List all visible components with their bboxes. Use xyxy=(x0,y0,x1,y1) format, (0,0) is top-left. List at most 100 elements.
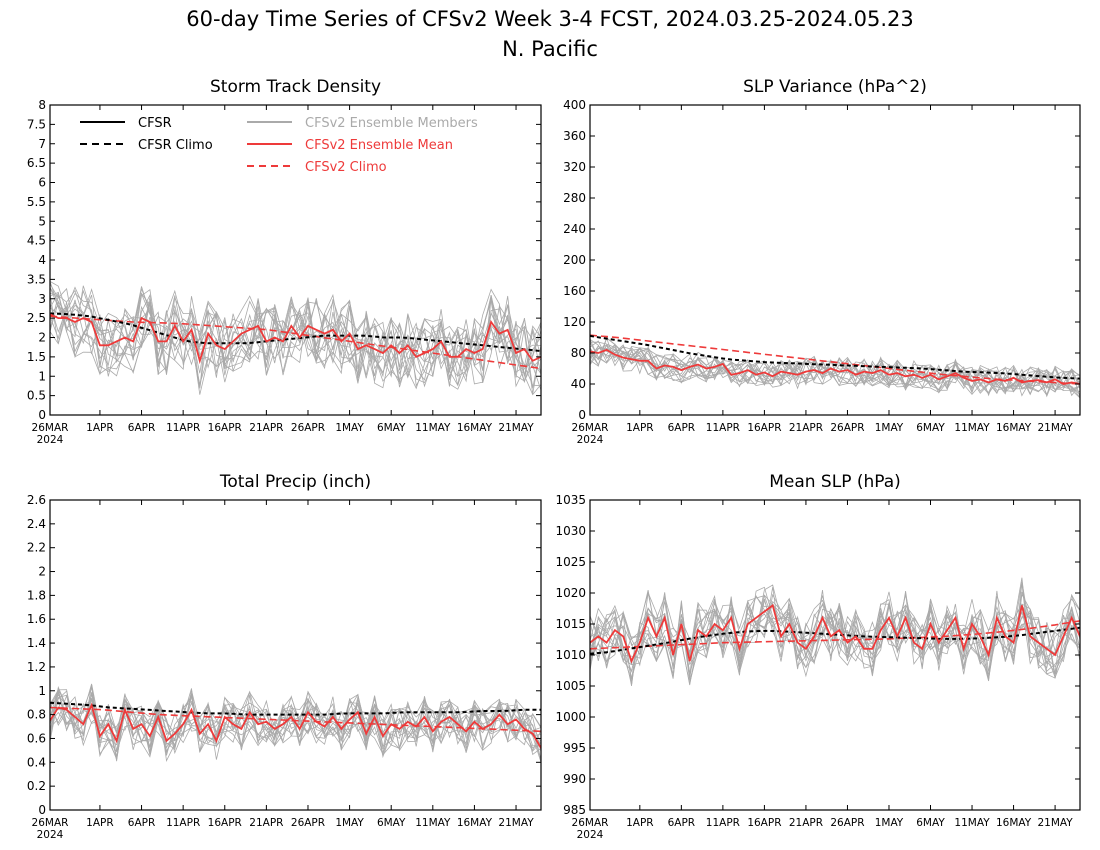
x-tick-label: 6APR xyxy=(128,422,156,434)
ensemble-member-line xyxy=(50,283,541,387)
chart-panel-4: Mean SLP (hPa) 985 990 995 1000 1005 1010 1015 1… xyxy=(555,472,1081,841)
ensemble-member-line xyxy=(50,281,541,390)
x-tick-label: 6APR xyxy=(668,817,696,829)
y-tick-label: 2.4 xyxy=(27,517,46,531)
cfsr-climo-line xyxy=(590,334,1080,380)
y-tick-label: 1000 xyxy=(555,710,586,724)
x-tick-label: 11MAY xyxy=(954,422,990,434)
ensemble-members xyxy=(590,577,1080,686)
y-tick-label: 1035 xyxy=(555,493,586,507)
x-tick-label: 21APR xyxy=(249,817,283,829)
x-tick-label: 1APR xyxy=(86,422,114,434)
x-tick-label: 26MAR xyxy=(572,817,609,829)
y-tick-label: 0.6 xyxy=(27,731,46,745)
y-tick-label: 7.5 xyxy=(27,117,46,131)
legend-label: CFSR xyxy=(138,116,172,131)
y-tick-label: 1.2 xyxy=(27,660,46,674)
ensemble-member-line xyxy=(590,581,1080,667)
x-tick-label: 11MAY xyxy=(954,817,990,829)
ensemble-member-line xyxy=(590,340,1080,397)
x-tick-sublabel: 2024 xyxy=(577,829,604,841)
y-tick-label: 0.5 xyxy=(27,389,46,403)
x-tick-label: 11APR xyxy=(166,817,200,829)
x-tick-label: 21APR xyxy=(249,422,283,434)
y-tick-label: 120 xyxy=(563,315,586,329)
y-tick-label: 3 xyxy=(38,292,46,306)
ensemble-member-line xyxy=(50,694,541,756)
legend-entry: CFSv2 Ensemble Members xyxy=(247,116,478,131)
x-tick-label: 1MAY xyxy=(875,817,904,829)
y-tick-label: 1015 xyxy=(555,617,586,631)
legend-entry: CFSv2 Ensemble Mean xyxy=(247,138,453,153)
y-tick-label: 320 xyxy=(563,160,586,174)
x-tick-label: 6MAY xyxy=(377,817,406,829)
ensemble-member-line xyxy=(590,343,1080,392)
y-tick-label: 1020 xyxy=(555,586,586,600)
x-tick-label: 16APR xyxy=(208,422,242,434)
x-tick-label: 26MAR xyxy=(572,422,609,434)
y-tick-label: 985 xyxy=(563,803,586,817)
ensemble-mean-line xyxy=(50,313,541,365)
ensemble-member-line xyxy=(590,600,1080,679)
figure-subtitle: N. Pacific xyxy=(502,37,598,61)
y-tick-label: 240 xyxy=(563,222,586,236)
cfsr-climo-line xyxy=(50,312,541,353)
x-tick-label: 6MAY xyxy=(377,422,406,434)
x-tick-label: 21MAY xyxy=(1037,422,1073,434)
x-tick-label: 11APR xyxy=(706,422,740,434)
y-tick-label: 4.5 xyxy=(27,234,46,248)
y-tick-label: 1.5 xyxy=(27,350,46,364)
panel-title: Mean SLP (hPa) xyxy=(769,472,901,492)
y-tick-label: 0 xyxy=(38,408,46,422)
y-tick-label: 200 xyxy=(563,253,586,267)
x-tick-label: 1APR xyxy=(626,817,654,829)
legend-entry: CFSR xyxy=(80,116,172,131)
cfsr-climo-line xyxy=(50,701,541,716)
ensemble-members xyxy=(590,336,1080,399)
y-tick-label: 995 xyxy=(563,741,586,755)
y-tick-label: 40 xyxy=(571,377,586,391)
x-tick-label: 26APR xyxy=(830,817,864,829)
y-tick-label: 1005 xyxy=(555,679,586,693)
x-tick-label: 16MAY xyxy=(457,817,493,829)
y-tick-label: 0 xyxy=(38,803,46,817)
legend: CFSR CFSR Climo CFSv2 Ensemble Members CFSv… xyxy=(80,116,478,175)
legend-label: CFSv2 Ensemble Members xyxy=(305,116,478,131)
x-tick-label: 1MAY xyxy=(335,422,364,434)
y-tick-label: 1025 xyxy=(555,555,586,569)
x-tick-label: 21APR xyxy=(789,422,823,434)
x-tick-label: 6MAY xyxy=(916,422,945,434)
x-tick-label: 16APR xyxy=(747,817,781,829)
x-tick-sublabel: 2024 xyxy=(37,434,64,446)
y-tick-label: 0 xyxy=(578,408,586,422)
y-tick-label: 2 xyxy=(38,565,46,579)
ensemble-mean-line xyxy=(50,702,541,749)
ensemble-mean-line xyxy=(590,348,1080,385)
y-tick-label: 6.5 xyxy=(27,156,46,170)
x-tick-label: 11APR xyxy=(166,422,200,434)
legend-label: CFSv2 Ensemble Mean xyxy=(305,138,453,153)
y-tick-label: 280 xyxy=(563,191,586,205)
x-tick-sublabel: 2024 xyxy=(577,434,604,446)
x-tick-label: 26MAR xyxy=(32,422,69,434)
y-tick-label: 2 xyxy=(38,331,46,345)
x-tick-label: 21MAY xyxy=(498,422,534,434)
chart-panel-3: Total Precip (inch) 0 0.2 0.4 0.6 0.8 1 1.2 1.4 1… xyxy=(27,472,542,841)
y-tick-label: 2.5 xyxy=(27,311,46,325)
plot-area xyxy=(50,683,541,763)
y-tick-label: 1 xyxy=(38,684,46,698)
ensemble-member-line xyxy=(50,690,541,763)
x-tick-label: 16APR xyxy=(208,817,242,829)
legend-entry: CFSR Climo xyxy=(80,138,213,153)
y-tick-label: 1.4 xyxy=(27,636,46,650)
y-tick-label: 1.6 xyxy=(27,612,46,626)
x-tick-label: 21APR xyxy=(789,817,823,829)
ensemble-mean-line xyxy=(590,603,1080,664)
chart-panel-1: Storm Track Density 0 0.5 1 1.5 2 2.5 3 3.5 4 4.5 5… xyxy=(27,77,542,446)
panel-title: Storm Track Density xyxy=(210,77,381,97)
ensemble-member-line xyxy=(50,692,541,750)
x-tick-label: 1APR xyxy=(86,817,114,829)
plot-frame xyxy=(49,499,542,811)
plot-area xyxy=(50,281,541,396)
